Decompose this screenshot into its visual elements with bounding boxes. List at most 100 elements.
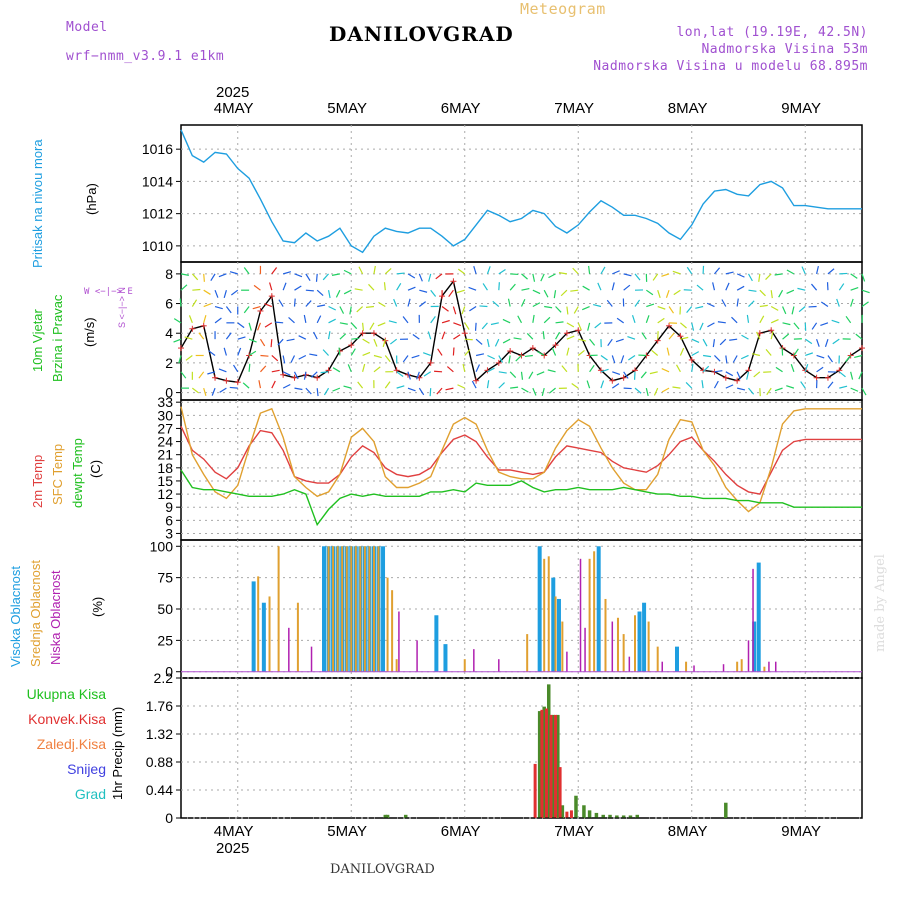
wind-arrow: [305, 387, 312, 395]
wind-arrow: [362, 351, 371, 357]
wind-arrow: [699, 322, 704, 331]
ukupna-kisa-bar: [560, 805, 565, 818]
wind-arrow: [665, 289, 670, 298]
wind-arrow: [208, 350, 216, 356]
wind-arrow: [589, 338, 596, 346]
konvek-kisa-bar: [549, 714, 553, 818]
wind-arrow: [229, 386, 238, 389]
wind-arrow: [510, 386, 519, 389]
wind-arrow: [587, 322, 591, 331]
wind-arrow: [320, 371, 329, 374]
ukupna-kisa-bar: [556, 714, 560, 818]
srednja-oblacnost-bar: [332, 546, 335, 672]
wind-arrow: [453, 334, 461, 340]
wind-arrow: [377, 322, 386, 327]
y-tick-label: 9: [165, 499, 173, 515]
wind-arrow: [357, 381, 364, 389]
wind-arrow: [203, 273, 205, 282]
wind-arrow: [532, 302, 541, 308]
wind-arrow: [536, 371, 545, 376]
wind-arrow: [369, 322, 375, 331]
ukupna-kisa-bar: [724, 802, 728, 818]
visoka-oblacnost-bar: [752, 621, 757, 672]
srednja-oblacnost-bar: [622, 634, 625, 672]
wind-arrow: [452, 306, 457, 315]
wind-arrow: [707, 322, 715, 328]
model-label: Model: [66, 20, 108, 35]
wind-arrow: [350, 348, 356, 356]
wind-arrow: [572, 267, 579, 275]
wind-arrow: [661, 368, 670, 373]
wind-arrow: [441, 331, 446, 340]
wind-arrow: [713, 380, 719, 389]
wind-arrow: [475, 338, 483, 345]
srednja-oblacnost-bar: [593, 551, 596, 672]
wind-arrow: [223, 347, 227, 356]
wind-arrow: [719, 338, 727, 346]
wind-arrow: [686, 306, 693, 314]
wind-arrow: [797, 287, 806, 291]
wind-arrow: [407, 273, 416, 279]
wind-arrow: [555, 331, 561, 340]
wind-arrow: [668, 332, 675, 340]
wind-arrow: [243, 267, 250, 275]
top-day-label: 5MAY: [327, 100, 367, 117]
wind-arrow: [271, 380, 276, 389]
wind-arrow: [725, 371, 734, 377]
wind-arrow: [746, 371, 750, 380]
wind-arrow: [798, 306, 806, 313]
visoka-oblacnost-bar: [637, 611, 642, 672]
konvek-kisa-bar: [558, 767, 562, 818]
wind-arrow: [446, 366, 454, 373]
wind-arrow: [358, 266, 364, 275]
precip-legend-snow: Snijeg: [67, 761, 106, 777]
wind-arrow: [384, 267, 392, 275]
wind-arrow: [520, 299, 526, 307]
wind-arrow: [434, 370, 443, 373]
y-tick-label: 6: [165, 296, 173, 312]
station-title: DANILOVGRAD: [329, 22, 514, 46]
wind-arrow: [737, 387, 746, 391]
wind-arrow: [714, 370, 723, 373]
wind-arrow: [536, 350, 545, 357]
model-elevation-label: Nadmorska Visina u modelu 68.895m: [593, 59, 868, 74]
elevation-label: Nadmorska Visina 53m: [701, 42, 868, 57]
wind-arrow: [790, 364, 795, 373]
wind-arrow: [407, 387, 416, 392]
wind-arrow: [685, 382, 693, 389]
wind-arrow: [494, 338, 500, 347]
y-tick-label: 1014: [142, 173, 173, 189]
wind-arrow: [746, 314, 750, 323]
wind-arrow: [178, 355, 182, 364]
wind-arrow: [486, 380, 490, 389]
ukupna-kisa-bar: [601, 814, 605, 818]
wind-arrow: [452, 347, 455, 356]
y-tick-label: 12: [157, 486, 173, 502]
ukupna-kisa-bar: [403, 814, 408, 818]
wind-arrow: [362, 322, 365, 331]
wind-arrow: [589, 364, 595, 373]
wind-arrow: [248, 322, 252, 331]
wind-arrow: [260, 365, 267, 373]
wind-arrow: [850, 287, 859, 291]
wind-arrow: [597, 282, 602, 291]
wind-arrow: [770, 331, 774, 340]
wind-arrow: [547, 369, 556, 373]
visoka-oblacnost-bar: [556, 598, 561, 672]
panel-frame: [180, 399, 863, 541]
wind-arrow: [824, 338, 829, 347]
wind-arrow: [541, 387, 545, 397]
wind-arrow: [207, 371, 216, 375]
wind-arrow: [600, 266, 606, 275]
wind-arrow: [805, 352, 814, 357]
wind-arrow: [214, 305, 223, 310]
y-tick-label: 15: [157, 473, 173, 489]
wind-arrow: [502, 338, 511, 344]
wind-arrow: [464, 322, 470, 330]
wind-arrow: [786, 269, 795, 275]
wind-arrow: [502, 318, 511, 324]
wind-arrow: [548, 387, 556, 394]
ukupna-kisa-bar: [385, 814, 390, 818]
wind-arrow: [858, 371, 863, 380]
wind-arrow: [316, 388, 319, 397]
